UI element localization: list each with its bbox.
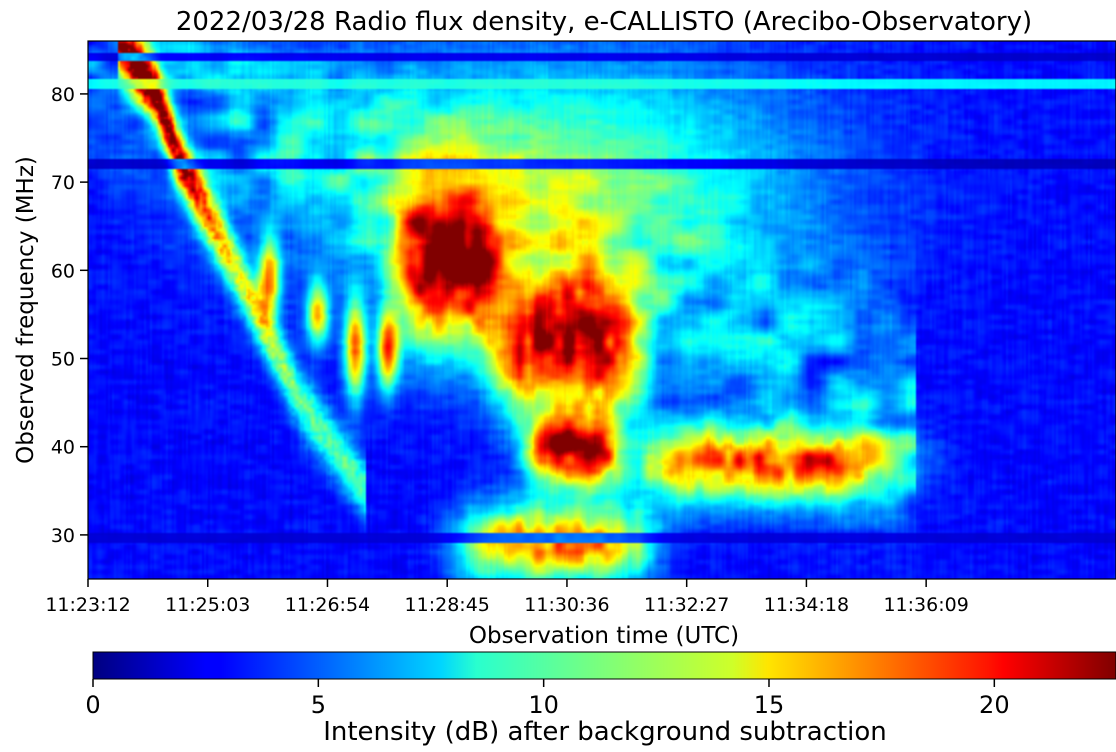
colorbar-axis: 0 5 10 15 20: [85, 679, 1010, 719]
x-tick-label-4: 11:30:36: [524, 594, 609, 616]
y-tick-label-1: 40: [51, 437, 75, 459]
x-tick-label-3: 11:28:45: [405, 594, 490, 616]
x-tick-label-1: 11:25:03: [165, 594, 250, 616]
x-tick-label-2: 11:26:54: [285, 594, 370, 616]
x-tick-label-6: 11:34:18: [764, 594, 849, 616]
heatmap-image: [88, 41, 1116, 579]
colorbar: 0 5 10 15 20 Intensity (dB) after background…: [85, 651, 1116, 747]
y-tick-label-2: 50: [51, 349, 75, 371]
colorbar-tick-label-4: 20: [979, 691, 1010, 719]
colorbar-tick-label-0: 0: [85, 691, 100, 719]
y-axis: 30 40 50 60 70 80: [51, 84, 88, 547]
colorbar-tick-label-2: 10: [528, 691, 559, 719]
colorbar-gradient: [92, 651, 1116, 680]
y-tick-label-0: 30: [51, 525, 75, 547]
x-axis: 11:23:12 11:25:03 11:26:54 11:28:45 11:30:36…: [45, 579, 969, 616]
colorbar-tick-label-3: 15: [754, 691, 785, 719]
chart-title: 2022/03/28 Radio flux density, e-CALLIST…: [176, 7, 1032, 37]
x-tick-label-7: 11:36:09: [883, 594, 968, 616]
plot-frame: [87, 40, 1116, 580]
y-tick-label-4: 70: [51, 172, 75, 194]
x-tick-label-5: 11:32:27: [644, 594, 729, 616]
x-tick-label-0: 11:23:12: [45, 594, 130, 616]
y-axis-label: Observed frequency (MHz): [13, 156, 39, 464]
colorbar-tick-label-1: 5: [311, 691, 326, 719]
y-tick-label-3: 60: [51, 260, 75, 282]
y-tick-label-5: 80: [51, 84, 75, 106]
spectrogram: [88, 41, 1116, 579]
colorbar-label: Intensity (dB) after background subtract…: [323, 717, 887, 747]
x-axis-label: Observation time (UTC): [469, 623, 739, 649]
